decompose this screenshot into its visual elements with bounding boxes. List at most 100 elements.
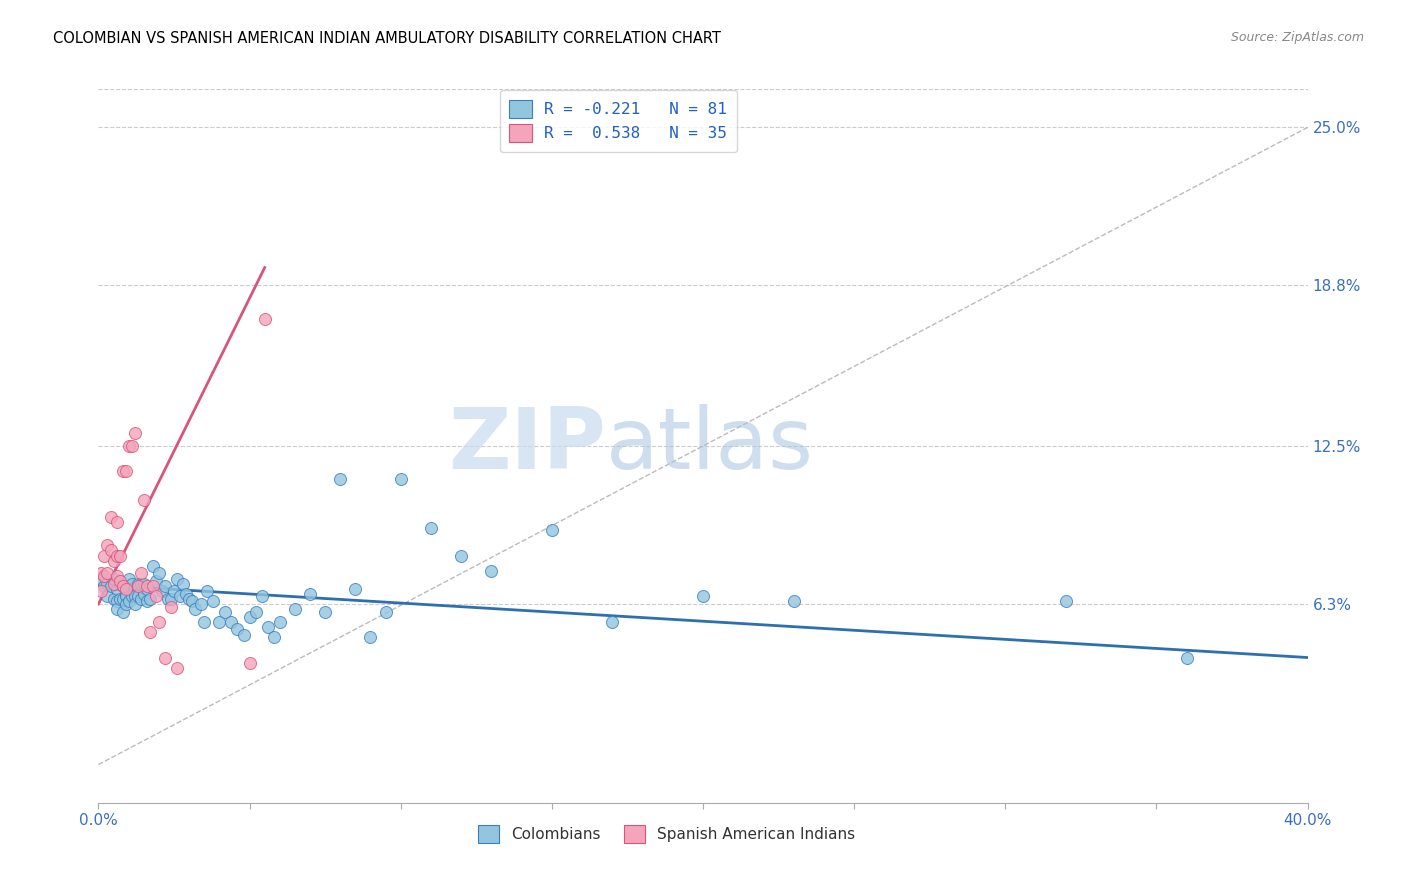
Point — [1175, 650, 1198, 665]
Point — [481, 564, 503, 578]
Point — [174, 587, 197, 601]
Point — [90, 584, 112, 599]
Point — [172, 576, 194, 591]
Point — [127, 590, 149, 604]
Point — [450, 549, 472, 563]
Point — [232, 627, 254, 641]
Point — [100, 543, 122, 558]
Point — [114, 597, 136, 611]
Point — [111, 579, 134, 593]
Point — [692, 590, 714, 604]
Point — [90, 572, 112, 586]
Point — [221, 615, 243, 629]
Point — [148, 566, 170, 581]
Point — [118, 572, 141, 586]
Point — [96, 590, 118, 604]
Point — [132, 587, 155, 601]
Point — [142, 579, 165, 593]
Point — [129, 576, 152, 591]
Point — [193, 615, 215, 629]
Point — [166, 572, 188, 586]
Point — [139, 625, 162, 640]
Point — [314, 605, 336, 619]
Point — [105, 602, 128, 616]
Point — [135, 579, 157, 593]
Point — [118, 594, 141, 608]
Point — [114, 587, 136, 601]
Point — [148, 615, 170, 629]
Point — [150, 584, 173, 599]
Point — [93, 549, 115, 563]
Point — [114, 465, 136, 479]
Point — [169, 590, 191, 604]
Text: ZIP: ZIP — [449, 404, 606, 488]
Point — [202, 594, 225, 608]
Point — [360, 630, 382, 644]
Point — [184, 602, 207, 616]
Point — [153, 579, 176, 593]
Point — [127, 579, 149, 593]
Point — [195, 584, 218, 599]
Point — [389, 472, 412, 486]
Point — [135, 594, 157, 608]
Point — [284, 602, 307, 616]
Point — [1054, 594, 1077, 608]
Point — [111, 605, 134, 619]
Point — [190, 597, 212, 611]
Point — [127, 576, 149, 591]
Point — [105, 594, 128, 608]
Text: Source: ZipAtlas.com: Source: ZipAtlas.com — [1230, 31, 1364, 45]
Point — [263, 630, 285, 644]
Point — [602, 615, 624, 629]
Point — [103, 572, 125, 586]
Point — [253, 311, 276, 326]
Point — [344, 582, 367, 596]
Point — [111, 465, 134, 479]
Point — [179, 591, 201, 606]
Point — [105, 582, 128, 596]
Point — [245, 605, 267, 619]
Point — [108, 591, 131, 606]
Point — [100, 510, 122, 524]
Point — [111, 579, 134, 593]
Point — [103, 576, 125, 591]
Point — [93, 579, 115, 593]
Point — [114, 582, 136, 596]
Point — [166, 661, 188, 675]
Text: COLOMBIAN VS SPANISH AMERICAN INDIAN AMBULATORY DISABILITY CORRELATION CHART: COLOMBIAN VS SPANISH AMERICAN INDIAN AMB… — [53, 31, 721, 46]
Point — [163, 584, 186, 599]
Point — [90, 566, 112, 581]
Point — [139, 591, 162, 606]
Point — [239, 656, 262, 670]
Point — [121, 590, 143, 604]
Point — [256, 620, 278, 634]
Point — [153, 650, 176, 665]
Point — [374, 605, 396, 619]
Point — [132, 576, 155, 591]
Point — [214, 605, 236, 619]
Point — [103, 591, 125, 606]
Point — [420, 520, 443, 534]
Point — [129, 566, 152, 581]
Point — [142, 558, 165, 573]
Point — [135, 582, 157, 596]
Point — [269, 615, 291, 629]
Point — [124, 597, 146, 611]
Point — [226, 623, 249, 637]
Point — [145, 574, 167, 588]
Point — [208, 615, 231, 629]
Point — [103, 554, 125, 568]
Point — [111, 591, 134, 606]
Legend: Colombians, Spanish American Indians: Colombians, Spanish American Indians — [468, 816, 865, 852]
Point — [96, 576, 118, 591]
Point — [108, 574, 131, 588]
Point — [299, 587, 322, 601]
Point — [250, 590, 273, 604]
Point — [132, 492, 155, 507]
Point — [121, 576, 143, 591]
Point — [124, 426, 146, 441]
Point — [239, 609, 262, 624]
Point — [108, 549, 131, 563]
Point — [156, 591, 179, 606]
Point — [108, 576, 131, 591]
